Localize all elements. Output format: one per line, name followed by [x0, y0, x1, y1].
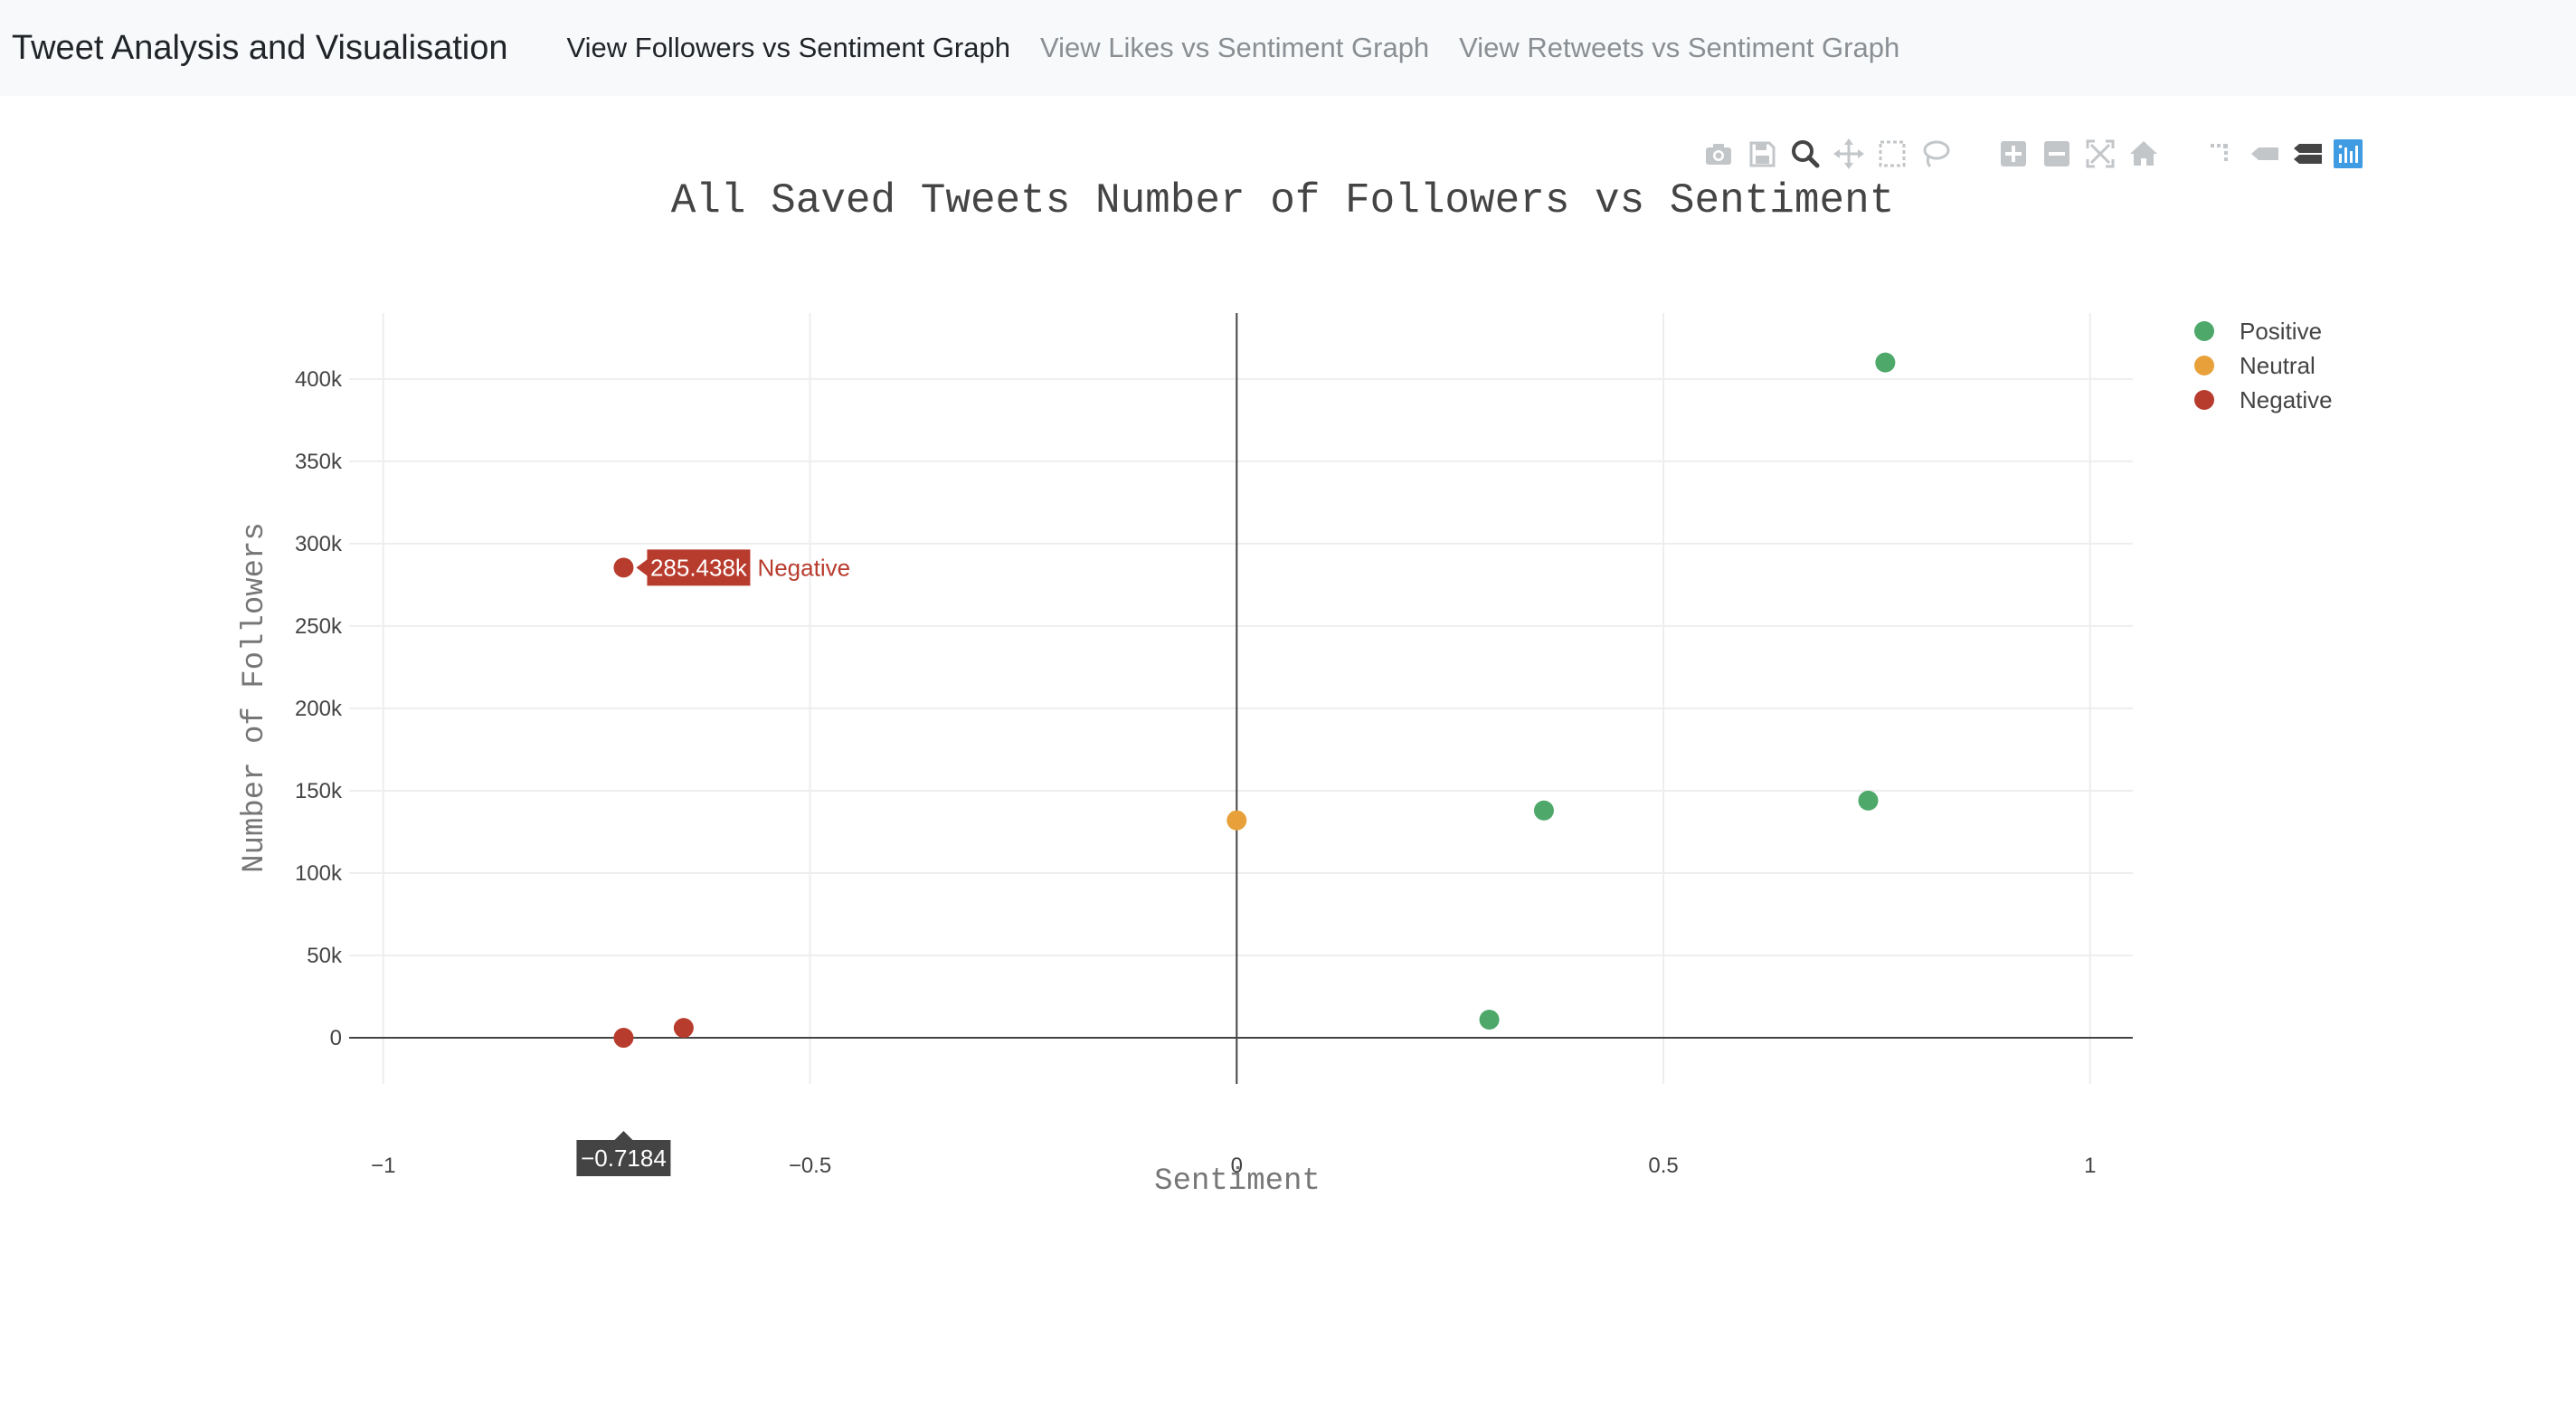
grid-layer — [349, 313, 2133, 1084]
reset-axes-icon[interactable] — [2126, 136, 2162, 172]
y-tick-label: 0 — [330, 1026, 342, 1050]
nav-link-likes[interactable]: View Likes vs Sentiment Graph — [1039, 32, 1430, 63]
data-point-positive — [1479, 1010, 1500, 1030]
hover-tooltip-value: 285.438k — [650, 554, 748, 581]
y-tick-label: 350k — [295, 450, 343, 474]
x-hover-label: −0.7184 — [581, 1145, 667, 1172]
x-tick-label: 0.5 — [1648, 1154, 1678, 1178]
legend-label-neutral: Neutral — [2240, 352, 2316, 379]
scatter-chart: −1 −0.5 0 0.5 1 0 50k 100k 150k 200k 250k 300k 350k 4… — [238, 177, 2333, 1199]
y-tick-label: 150k — [295, 779, 343, 803]
box-select-icon[interactable] — [1874, 136, 1910, 172]
axes-layer: −1 −0.5 0 0.5 1 0 50k 100k 150k 200k 250k 300k 350k 4… — [295, 313, 2133, 1178]
plot-modebar — [1700, 136, 2366, 172]
points-layer — [613, 352, 1896, 1049]
x-axis-title: Sentiment — [1154, 1164, 1321, 1199]
legend-label-negative: Negative — [2240, 386, 2333, 413]
hover-tooltip-box — [636, 549, 751, 586]
hover-layer: 285.438k Negative −0.7184 — [576, 549, 850, 1176]
data-point-negative — [673, 1018, 694, 1039]
x-tick-label: −0.5 — [789, 1154, 831, 1178]
legend-marker-positive — [2194, 321, 2214, 341]
x-hover-label-box — [576, 1131, 671, 1176]
data-point-positive — [1875, 352, 1896, 373]
navbar: Tweet Analysis and Visualisation View Fo… — [0, 0, 2576, 96]
camera-icon[interactable] — [1700, 136, 1737, 172]
nav-link-retweets[interactable]: View Retweets vs Sentiment Graph — [1459, 32, 1900, 63]
x-tick-label: −1 — [371, 1154, 395, 1178]
y-tick-label: 250k — [295, 614, 343, 639]
spike-lines-icon[interactable] — [2203, 136, 2240, 172]
zoom-icon[interactable] — [1787, 136, 1823, 172]
plotly-logo-icon[interactable] — [2330, 136, 2366, 172]
y-tick-label: 50k — [307, 944, 343, 968]
y-tick-label: 100k — [295, 861, 343, 886]
x-tick-label: 1 — [2084, 1154, 2096, 1178]
zoom-out-icon[interactable] — [2039, 136, 2075, 172]
x-tick-label: 0 — [1231, 1154, 1243, 1178]
data-point-negative — [613, 557, 634, 578]
data-point-positive — [1858, 790, 1879, 811]
nav-links: View Followers vs Sentiment Graph View L… — [537, 32, 1900, 64]
data-point-positive — [1533, 800, 1554, 821]
legend-marker-neutral — [2194, 356, 2214, 375]
data-point-negative — [613, 1028, 634, 1049]
y-tick-label: 200k — [295, 697, 343, 721]
legend-marker-negative — [2194, 390, 2214, 410]
chart-title: All Saved Tweets Number of Followers vs … — [671, 177, 1895, 224]
legend: Positive Neutral Negative — [2194, 318, 2333, 413]
pan-icon[interactable] — [1831, 136, 1867, 172]
hover-compare-icon[interactable] — [2290, 136, 2326, 172]
lasso-icon[interactable] — [1918, 136, 1954, 172]
hover-closest-icon[interactable] — [2247, 136, 2283, 172]
y-tick-label: 300k — [295, 532, 343, 556]
y-axis-title: Number of Followers — [238, 522, 272, 873]
hover-tooltip-series: Negative — [757, 554, 850, 581]
navbar-brand[interactable]: Tweet Analysis and Visualisation — [12, 28, 508, 67]
save-icon[interactable] — [1744, 136, 1780, 172]
legend-label-positive: Positive — [2240, 318, 2322, 345]
data-point-neutral — [1226, 810, 1247, 831]
y-tick-label: 400k — [295, 367, 343, 392]
autoscale-icon[interactable] — [2082, 136, 2118, 172]
nav-link-followers[interactable]: View Followers vs Sentiment Graph — [566, 32, 1010, 63]
zoom-in-icon[interactable] — [1995, 136, 2031, 172]
